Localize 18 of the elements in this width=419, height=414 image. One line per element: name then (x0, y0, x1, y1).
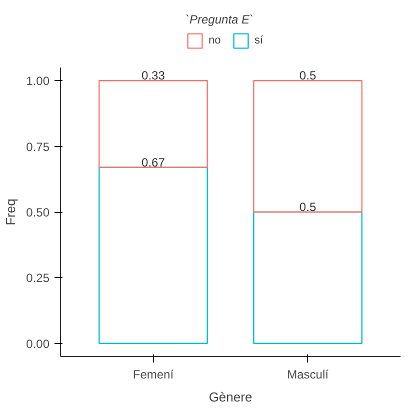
bar (253, 80, 362, 213)
y-tick-label: 1.00 (26, 74, 50, 88)
data-label: 0.33 (142, 68, 166, 83)
y-tick-label: 0.00 (26, 336, 50, 351)
x-axis-title: Gènere (208, 390, 252, 404)
legend-label: sí (254, 34, 264, 46)
legend-title: `Pregunta E` (186, 12, 255, 26)
x-tick-label: Masculí (287, 368, 330, 382)
legend-label: no (208, 34, 222, 46)
x-tick-label: Femení (132, 368, 174, 382)
y-axis-title: Freq (3, 198, 18, 226)
bar (98, 80, 208, 168)
data-label: 0.5 (299, 68, 316, 83)
y-tick-label: 0.25 (26, 271, 50, 286)
y-tick-label: 0.50 (26, 206, 50, 220)
data-label: 0.67 (142, 155, 166, 170)
data-label: 0.5 (299, 200, 316, 214)
y-tick-label: 0.75 (26, 140, 50, 154)
